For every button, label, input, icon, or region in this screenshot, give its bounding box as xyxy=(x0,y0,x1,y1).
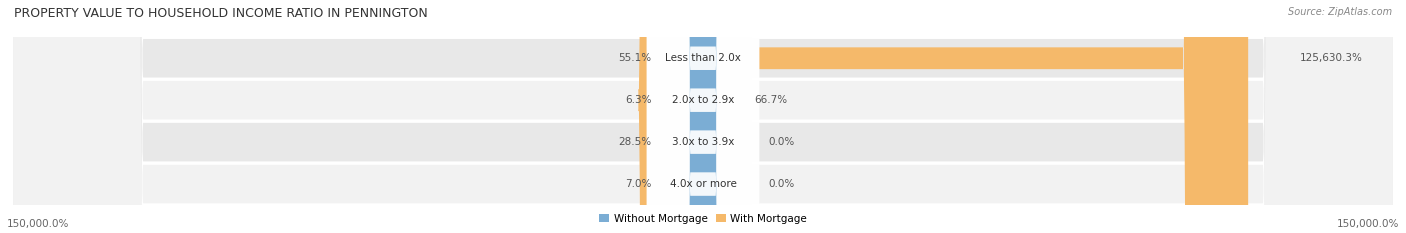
Text: 125,630.3%: 125,630.3% xyxy=(1299,53,1362,63)
Legend: Without Mortgage, With Mortgage: Without Mortgage, With Mortgage xyxy=(595,209,811,228)
Text: 6.3%: 6.3% xyxy=(626,95,651,105)
FancyBboxPatch shape xyxy=(638,0,720,233)
FancyBboxPatch shape xyxy=(654,0,752,233)
FancyBboxPatch shape xyxy=(13,0,1393,233)
Text: 150,000.0%: 150,000.0% xyxy=(7,219,69,229)
Text: PROPERTY VALUE TO HOUSEHOLD INCOME RATIO IN PENNINGTON: PROPERTY VALUE TO HOUSEHOLD INCOME RATIO… xyxy=(14,7,427,20)
Text: 2.0x to 2.9x: 2.0x to 2.9x xyxy=(672,95,734,105)
Text: 7.0%: 7.0% xyxy=(626,179,651,189)
Text: Source: ZipAtlas.com: Source: ZipAtlas.com xyxy=(1288,7,1392,17)
Text: 4.0x or more: 4.0x or more xyxy=(669,179,737,189)
FancyBboxPatch shape xyxy=(13,0,1393,233)
Text: 3.0x to 3.9x: 3.0x to 3.9x xyxy=(672,137,734,147)
Text: Less than 2.0x: Less than 2.0x xyxy=(665,53,741,63)
FancyBboxPatch shape xyxy=(647,0,759,233)
Text: 55.1%: 55.1% xyxy=(619,53,651,63)
FancyBboxPatch shape xyxy=(654,0,752,233)
FancyBboxPatch shape xyxy=(647,0,759,233)
FancyBboxPatch shape xyxy=(647,0,759,233)
FancyBboxPatch shape xyxy=(654,0,752,233)
FancyBboxPatch shape xyxy=(13,0,1393,233)
FancyBboxPatch shape xyxy=(647,0,759,233)
FancyBboxPatch shape xyxy=(13,0,1393,233)
FancyBboxPatch shape xyxy=(654,0,752,233)
Text: 66.7%: 66.7% xyxy=(755,95,787,105)
Text: 0.0%: 0.0% xyxy=(768,137,794,147)
Text: 28.5%: 28.5% xyxy=(619,137,651,147)
FancyBboxPatch shape xyxy=(654,0,1249,233)
Text: 150,000.0%: 150,000.0% xyxy=(1337,219,1399,229)
Text: 0.0%: 0.0% xyxy=(768,179,794,189)
